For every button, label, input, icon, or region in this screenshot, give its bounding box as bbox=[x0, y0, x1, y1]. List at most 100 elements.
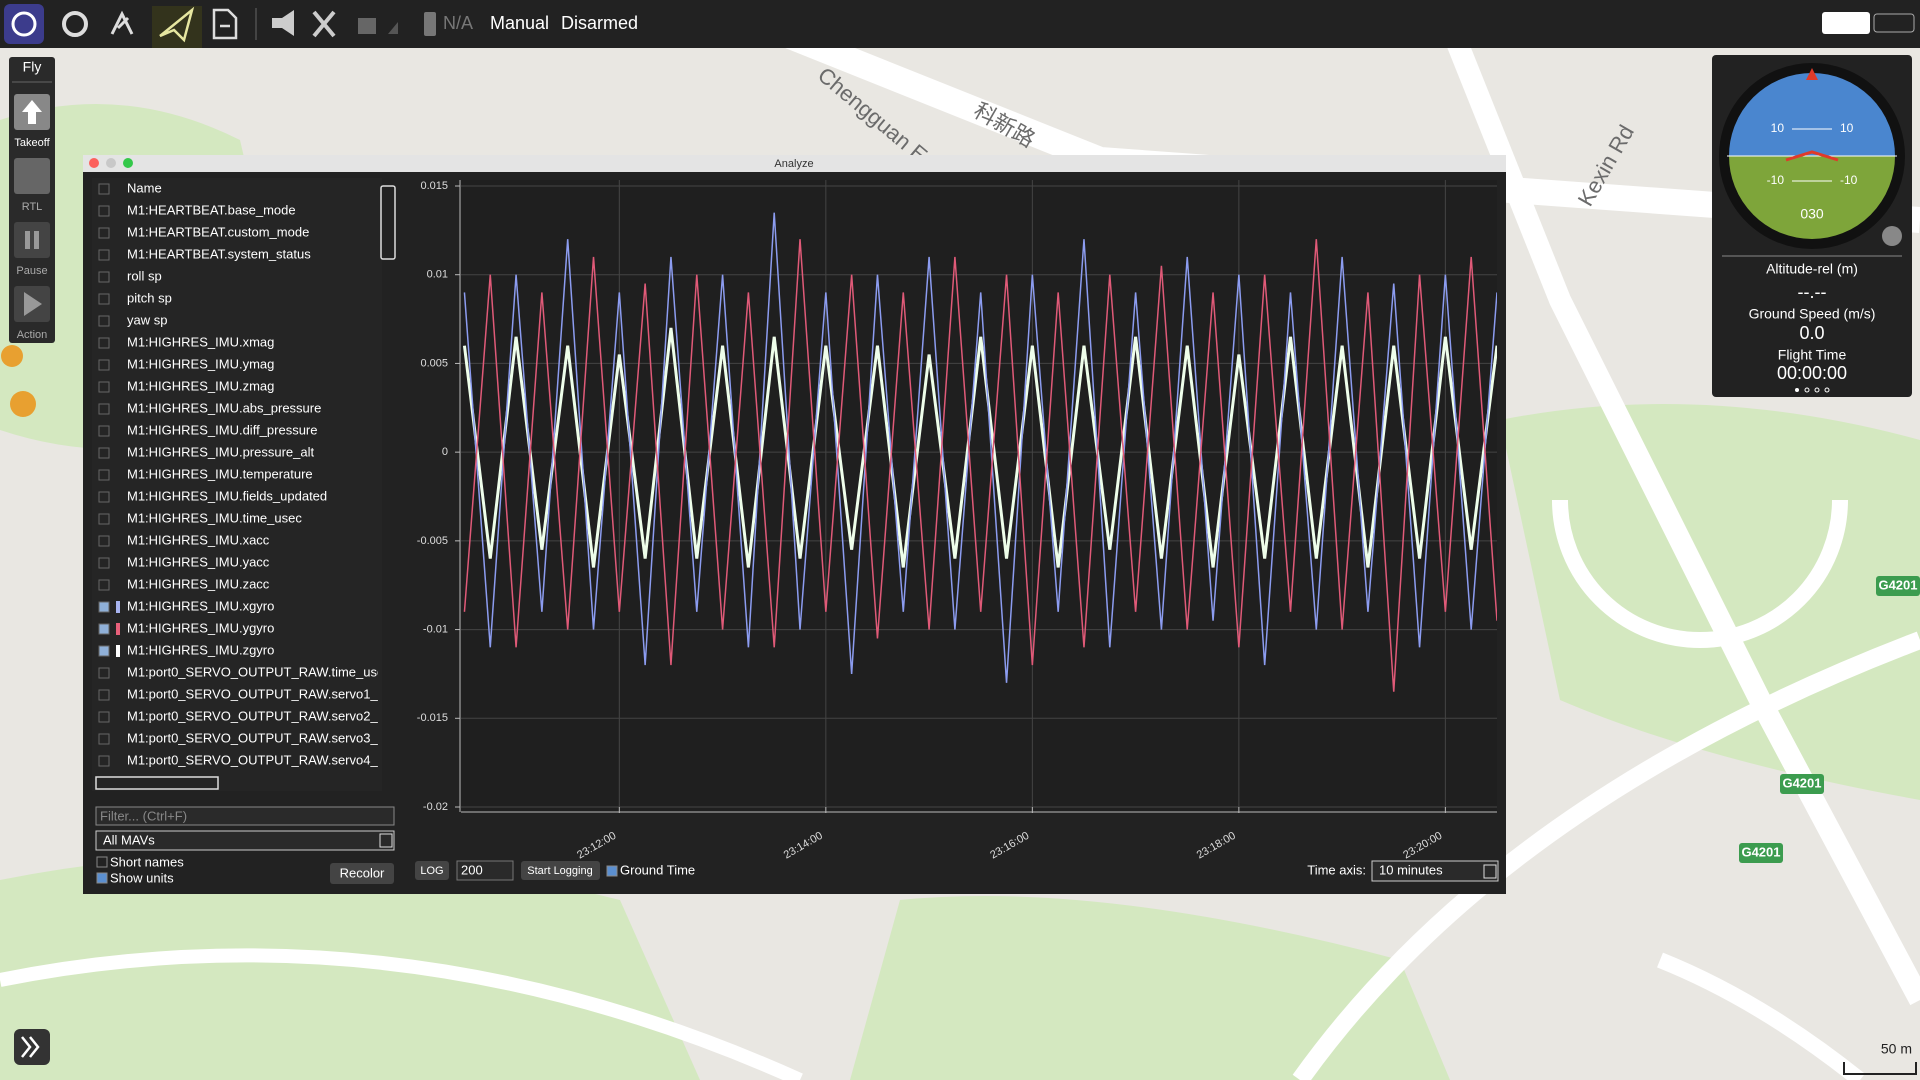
ground-time-checkbox[interactable] bbox=[606, 865, 618, 877]
item-label[interactable]: M1:HIGHRES_IMU.xacc bbox=[127, 532, 270, 547]
analyze-button[interactable] bbox=[212, 8, 238, 40]
item-checkbox[interactable] bbox=[98, 227, 110, 239]
item-checkbox[interactable] bbox=[98, 689, 110, 701]
pause-icon bbox=[34, 231, 39, 249]
road bbox=[1657, 952, 1865, 1080]
header-checkbox[interactable] bbox=[98, 183, 110, 195]
time-axis-select[interactable] bbox=[1371, 860, 1499, 882]
pitch-label: 10 bbox=[1771, 121, 1785, 135]
item-label[interactable]: M1:port0_SERVO_OUTPUT_RAW.servo2_r bbox=[127, 708, 383, 723]
item-checkbox[interactable] bbox=[98, 645, 110, 657]
battery-icon[interactable] bbox=[424, 12, 436, 36]
dropdown-arrow bbox=[379, 833, 393, 848]
item-label[interactable]: M1:HEARTBEAT.system_status bbox=[127, 246, 311, 261]
item-checkbox[interactable] bbox=[98, 403, 110, 415]
item-label[interactable]: M1:HIGHRES_IMU.ygyro bbox=[127, 620, 274, 635]
item-checkbox[interactable] bbox=[98, 381, 110, 393]
zoom-button[interactable] bbox=[123, 158, 133, 168]
item-label[interactable]: yaw sp bbox=[127, 312, 167, 327]
mav-select[interactable] bbox=[95, 830, 395, 851]
value: 00:00:00 bbox=[1777, 363, 1847, 383]
settings-gear[interactable] bbox=[1882, 226, 1902, 246]
fly-icon bbox=[159, 6, 195, 43]
item-checkbox[interactable] bbox=[98, 469, 110, 481]
item-checkbox[interactable] bbox=[98, 271, 110, 283]
item-label[interactable]: M1:HIGHRES_IMU.abs_pressure bbox=[127, 400, 321, 415]
expand-button[interactable] bbox=[14, 1029, 50, 1065]
item-label[interactable]: M1:port0_SERVO_OUTPUT_RAW.servo4_r bbox=[127, 752, 383, 767]
item-checkbox[interactable] bbox=[98, 425, 110, 437]
app-menu[interactable] bbox=[4, 4, 44, 44]
gps-indicator[interactable] bbox=[312, 10, 336, 38]
item-label[interactable]: M1:HIGHRES_IMU.fields_updated bbox=[127, 488, 327, 503]
item-label[interactable]: pitch sp bbox=[127, 290, 172, 305]
item-label[interactable]: M1:HIGHRES_IMU.pressure_alt bbox=[127, 444, 314, 459]
rtl-button[interactable] bbox=[14, 158, 50, 194]
messages-indicator[interactable] bbox=[272, 10, 294, 36]
item-label[interactable]: M1:HEARTBEAT.base_mode bbox=[127, 202, 296, 217]
page-dot[interactable] bbox=[1804, 387, 1810, 393]
item-checkbox[interactable] bbox=[98, 359, 110, 371]
item-label[interactable]: M1:HIGHRES_IMU.zgyro bbox=[127, 642, 274, 657]
item-checkbox[interactable] bbox=[98, 491, 110, 503]
log-button[interactable] bbox=[415, 861, 449, 880]
item-label[interactable]: roll sp bbox=[127, 268, 162, 283]
item-label[interactable]: M1:HIGHRES_IMU.zacc bbox=[127, 576, 270, 591]
page-dot[interactable] bbox=[1795, 388, 1799, 392]
flight-mode[interactable]: Manual bbox=[490, 13, 549, 33]
item-checkbox[interactable] bbox=[98, 535, 110, 547]
item-label[interactable]: M1:HIGHRES_IMU.time_usec bbox=[127, 510, 302, 525]
item-label[interactable]: M1:HIGHRES_IMU.yacc bbox=[127, 554, 270, 569]
toolbar-bg bbox=[0, 0, 1920, 48]
item-label[interactable]: M1:HIGHRES_IMU.xmag bbox=[127, 334, 274, 349]
item-checkbox[interactable] bbox=[98, 667, 110, 679]
item-checkbox[interactable] bbox=[98, 711, 110, 723]
plan-button[interactable] bbox=[110, 10, 134, 35]
item-checkbox[interactable] bbox=[98, 513, 110, 525]
short-names-checkbox[interactable] bbox=[96, 856, 108, 868]
vertical-scrollbar[interactable] bbox=[380, 185, 396, 260]
item-label[interactable]: M1:HIGHRES_IMU.diff_pressure bbox=[127, 422, 318, 437]
item-label[interactable]: M1:HIGHRES_IMU.zmag bbox=[127, 378, 274, 393]
item-checkbox[interactable] bbox=[98, 755, 110, 767]
pause-button[interactable] bbox=[14, 222, 50, 258]
fly-view-button[interactable] bbox=[152, 6, 202, 48]
item-label[interactable]: M1:HIGHRES_IMU.ymag bbox=[127, 356, 274, 371]
settings-button[interactable] bbox=[62, 11, 88, 37]
show-units-checkbox[interactable] bbox=[96, 872, 108, 884]
item-checkbox[interactable] bbox=[98, 623, 110, 635]
recolor-button[interactable] bbox=[330, 863, 394, 884]
item-checkbox[interactable] bbox=[98, 601, 110, 613]
log-rate-input[interactable] bbox=[456, 860, 514, 881]
item-checkbox[interactable] bbox=[98, 733, 110, 745]
filter-input[interactable] bbox=[95, 806, 395, 826]
item-label[interactable]: M1:HEARTBEAT.custom_mode bbox=[127, 224, 309, 239]
item-checkbox[interactable] bbox=[98, 315, 110, 327]
filter-placeholder: Filter... (Ctrl+F) bbox=[100, 808, 187, 823]
item-checkbox[interactable] bbox=[98, 293, 110, 305]
item-checkbox[interactable] bbox=[98, 557, 110, 569]
item-label[interactable]: M1:port0_SERVO_OUTPUT_RAW.servo1_r bbox=[127, 686, 383, 701]
item-label[interactable]: M1:HIGHRES_IMU.temperature bbox=[127, 466, 313, 481]
horizontal-scrollbar[interactable] bbox=[95, 776, 219, 790]
poi-marker[interactable] bbox=[10, 391, 36, 417]
item-checkbox[interactable] bbox=[98, 249, 110, 261]
start-logging-button[interactable] bbox=[521, 861, 600, 880]
item-label[interactable]: M1:port0_SERVO_OUTPUT_RAW.time_use bbox=[127, 664, 384, 679]
list-rows: Name M1:HEARTBEAT.base_mode M1:HEARTBEAT.c… bbox=[98, 180, 384, 767]
arm-state[interactable]: Disarmed bbox=[561, 13, 638, 33]
item-checkbox[interactable] bbox=[98, 447, 110, 459]
close-button[interactable] bbox=[89, 158, 99, 168]
page-dot[interactable] bbox=[1814, 387, 1820, 393]
page-dot[interactable] bbox=[1824, 387, 1830, 393]
item-checkbox[interactable] bbox=[98, 205, 110, 217]
item-checkbox[interactable] bbox=[98, 579, 110, 591]
item-label[interactable]: M1:port0_SERVO_OUTPUT_RAW.servo3_r bbox=[127, 730, 383, 745]
item-label[interactable]: M1:HIGHRES_IMU.xgyro bbox=[127, 598, 274, 613]
y-tick-label: 0 bbox=[442, 446, 448, 458]
minimize-button[interactable] bbox=[106, 158, 116, 168]
rc-indicator[interactable] bbox=[358, 18, 376, 34]
item-checkbox[interactable] bbox=[98, 337, 110, 349]
poi-marker[interactable] bbox=[1, 345, 23, 367]
